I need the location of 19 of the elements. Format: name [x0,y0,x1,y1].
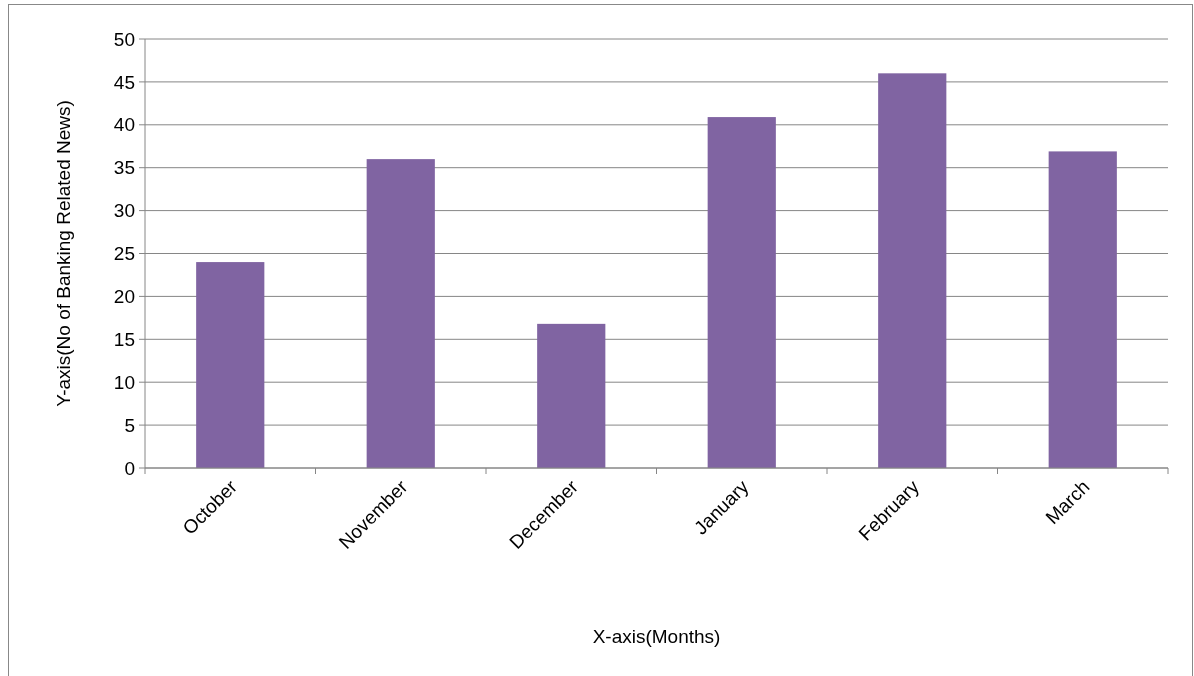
x-axis-title: X-axis(Months) [592,626,721,647]
y-tick-label: 40 [113,114,135,136]
bar [707,117,776,468]
y-tick-label: 35 [113,157,135,179]
y-tick-label: 45 [113,71,135,93]
y-tick-label: 5 [124,414,135,436]
y-tick-label: 20 [113,286,135,308]
y-tick-label: 25 [113,243,135,265]
y-tick-label: 10 [113,371,135,393]
bar [366,159,435,468]
y-tick-label: 50 [113,28,135,50]
bar [196,262,265,468]
bar [537,323,606,468]
y-axis-title: Y-axis(No of Banking Related News) [53,100,74,407]
y-tick-label: 30 [113,200,135,222]
bar [878,73,947,468]
y-tick-label: 0 [124,457,135,479]
bar [1048,151,1117,468]
y-tick-label: 15 [113,328,135,350]
